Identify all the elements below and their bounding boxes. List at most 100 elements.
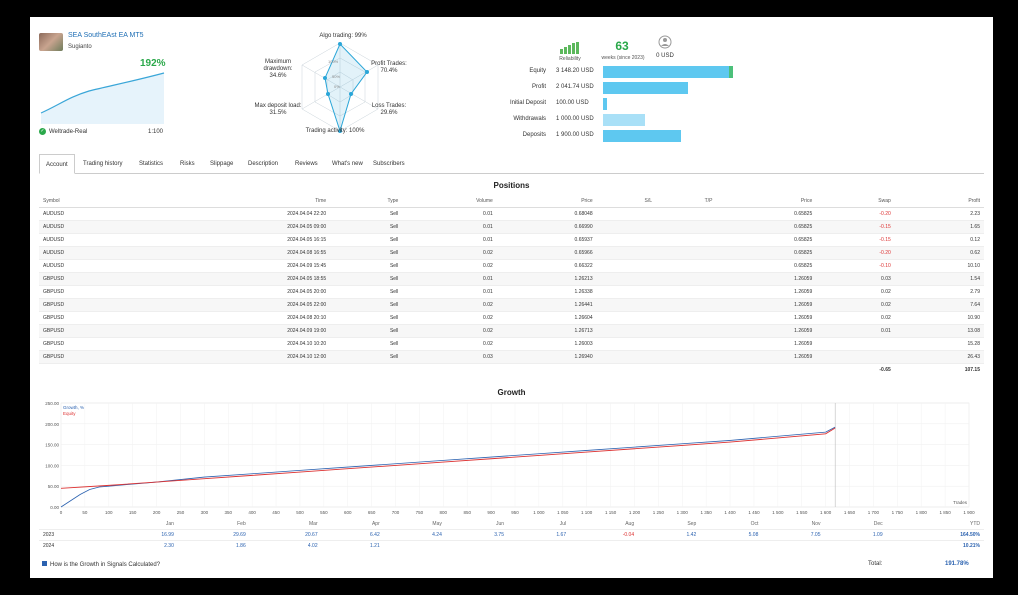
table-cell: GBPUSD [39, 272, 151, 286]
total-swap: -0.65 [879, 366, 891, 373]
table-cell [596, 207, 656, 221]
positions-header[interactable]: Price [716, 195, 817, 208]
monthly-cell: 20.67 [249, 528, 322, 540]
table-row: GBPUSD 2024.04.10 12:00 Sell 0.03 1.26940 1.2… [39, 350, 984, 364]
table-cell: 1.26441 [496, 298, 597, 312]
y-tick-label: 50.00 [48, 484, 60, 489]
table-cell: Sell [330, 324, 403, 338]
table-cell: 0.03 [402, 350, 497, 364]
growth-percent: 192% [140, 58, 166, 69]
positions-header[interactable]: S/L [596, 195, 656, 208]
table-cell: 2024.04.05 18:55 [150, 272, 331, 286]
table-cell [656, 220, 717, 234]
table-cell: GBPUSD [39, 285, 151, 299]
monthly-cell: 1.09 [824, 528, 887, 540]
balance-bar [603, 82, 688, 94]
table-cell: Sell [330, 298, 403, 312]
tab-account[interactable]: Account [39, 154, 75, 174]
x-tick-label: 950 [511, 510, 519, 515]
table-row: AUDUSD 2024.04.05 09:00 Sell 0.01 0.66990 0.6… [39, 220, 984, 234]
monthly-cell: 6.42 [321, 528, 384, 540]
table-cell: 1.26604 [496, 311, 597, 325]
x-tick-label: 1 050 [557, 510, 569, 515]
x-tick-label: 500 [296, 510, 304, 515]
positions-header[interactable]: Profit [894, 195, 984, 208]
table-cell: 10.90 [894, 311, 984, 325]
table-cell: -0.20 [816, 246, 895, 260]
tab-bar: Account Trading history Statistics Risks… [39, 154, 984, 174]
table-cell: 0.01 [816, 324, 895, 338]
positions-header[interactable]: Price [496, 195, 597, 208]
tab-whats-new[interactable]: What's new [332, 161, 363, 167]
table-cell: 0.65825 [716, 259, 817, 273]
x-tick-label: 300 [201, 510, 209, 515]
monthly-cell: 1.67 [508, 528, 571, 540]
tab-subscribers[interactable]: Subscribers [373, 161, 405, 167]
tab-reviews[interactable]: Reviews [295, 161, 318, 167]
x-tick-label: 1 150 [605, 510, 617, 515]
x-axis-label: Trades [953, 500, 968, 505]
table-cell: AUDUSD [39, 207, 151, 221]
monthly-cell: 16.99 [106, 528, 178, 540]
table-cell: 1.26213 [496, 272, 597, 286]
balance-value: 3 148.20 USD [556, 68, 594, 74]
table-cell: 1.26059 [716, 337, 817, 351]
table-cell [656, 350, 717, 364]
signal-author[interactable]: Sugianto [68, 44, 92, 50]
positions-header[interactable]: Volume [402, 195, 497, 208]
y-tick-label: 200.00 [45, 422, 59, 427]
positions-header[interactable]: Time [150, 195, 331, 208]
monthly-header: Jul [559, 520, 567, 527]
x-tick-label: 650 [368, 510, 376, 515]
tab-trading-history[interactable]: Trading history [83, 161, 123, 167]
positions-header[interactable]: T/P [656, 195, 717, 208]
table-cell: 2024.04.10 12:00 [150, 350, 331, 364]
table-cell [402, 363, 497, 376]
x-tick-label: 1 750 [892, 510, 904, 515]
radar-label-max-deposit-load: Max deposit load: 31.5% [254, 103, 302, 116]
table-cell: 1.26059 [716, 324, 817, 338]
balance-value: 1 900.00 USD [556, 132, 594, 138]
x-tick-label: 1 250 [653, 510, 665, 515]
balance-label: Withdrawals [513, 116, 546, 122]
growth-calculation-link[interactable]: How is the Growth in Signals Calculated? [42, 561, 160, 568]
x-tick-label: 1 850 [939, 510, 951, 515]
table-cell: 1.26003 [496, 337, 597, 351]
x-tick-label: 100 [105, 510, 113, 515]
weeks-value: 63 [615, 39, 629, 53]
monthly-header: YTD [970, 520, 980, 527]
table-cell: 0.62 [894, 246, 984, 260]
legend-equity: Equity [63, 411, 76, 416]
x-tick-label: 200 [153, 510, 161, 515]
monthly-table: Jan Feb Mar Apr May Jun Jul Aug Sep Oct Nov Dec YTD … [39, 519, 984, 551]
tab-statistics[interactable]: Statistics [139, 161, 164, 167]
table-cell: 10.10 [894, 259, 984, 273]
monthly-cell: 1.86 [177, 539, 250, 551]
monthly-cell [570, 539, 639, 551]
positions-header[interactable]: Symbol [39, 195, 151, 208]
monthly-cell: 29.69 [177, 528, 250, 540]
avatar[interactable] [39, 33, 63, 51]
positions-header[interactable]: Type [330, 195, 403, 208]
tab-description[interactable]: Description [248, 161, 279, 167]
table-cell: 0.65937 [496, 233, 597, 247]
table-cell: 26.43 [894, 350, 984, 364]
table-cell [656, 246, 717, 260]
x-tick-label: 1 700 [868, 510, 880, 515]
table-cell: 2.23 [894, 207, 984, 221]
total-value: 191.78% [945, 561, 969, 567]
tab-risks[interactable]: Risks [180, 161, 195, 167]
table-row: AUDUSD 2024.04.04 22:20 Sell 0.01 0.68048 0.6… [39, 207, 984, 221]
table-cell [150, 363, 330, 376]
reliability-icon [560, 41, 580, 59]
broker-name[interactable]: Weltrade-Real [49, 129, 88, 135]
monthly-cell: 164.50% [886, 528, 984, 540]
y-tick-label: 150.00 [45, 443, 59, 448]
tab-slippage[interactable]: Slippage [210, 161, 234, 167]
table-cell: 0.65825 [716, 220, 817, 234]
signal-title[interactable]: SEA SouthEAst EA MT5 [68, 32, 144, 39]
table-cell: 2024.04.09 15:45 [150, 259, 331, 273]
x-tick-label: 250 [177, 510, 185, 515]
table-row: AUDUSD 2024.04.08 16:55 Sell 0.02 0.65966 0.6… [39, 246, 984, 260]
positions-header[interactable]: Swap [816, 195, 895, 208]
